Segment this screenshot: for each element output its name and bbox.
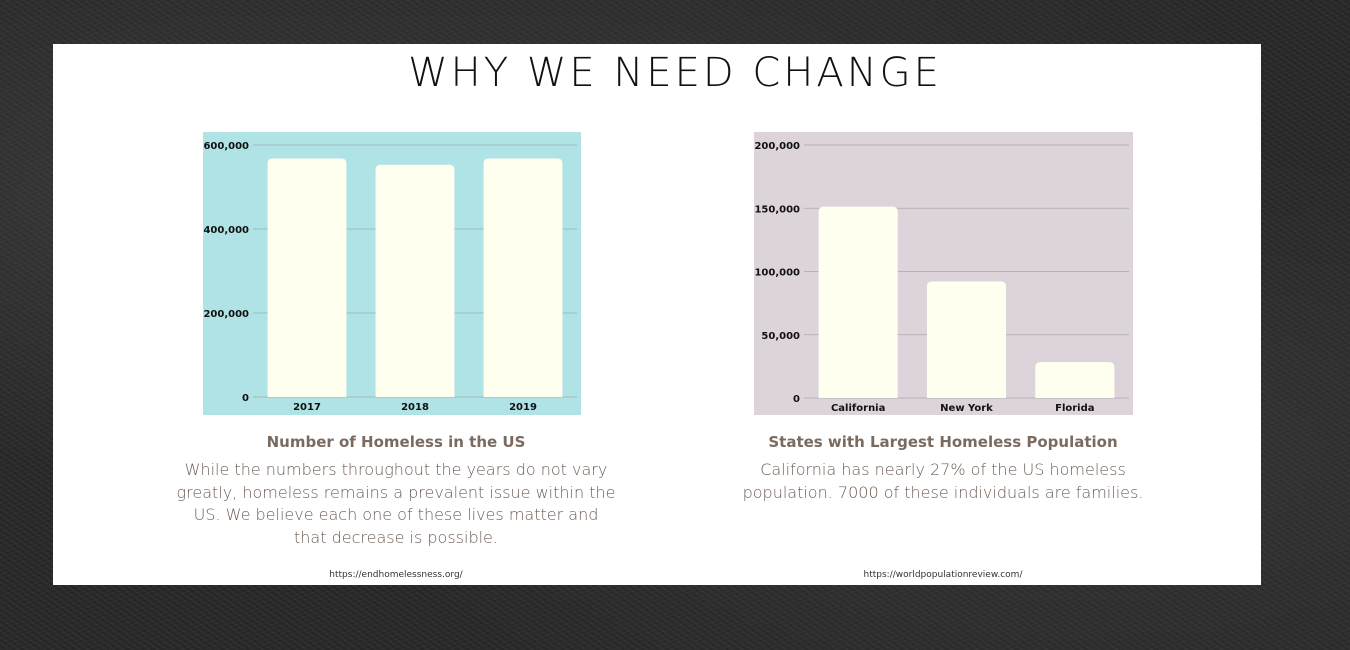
homeless-us-chart: 0 200,000 400,000 600,000 2017 2018 2019 — [203, 132, 581, 415]
states-homeless-y-tick-label: 50,000 — [761, 331, 800, 342]
homeless-us-bar — [375, 164, 455, 397]
states-homeless-y-tick-label: 150,000 — [754, 204, 800, 215]
homeless-us-chart-title: Number of Homeless in the US — [266, 433, 526, 451]
states-homeless-bar — [926, 281, 1007, 398]
homeless-us-y-tick-label: 0 — [242, 393, 249, 404]
homeless-us-chart-svg: 0 200,000 400,000 600,000 2017 2018 2019 — [203, 132, 581, 415]
homeless-us-source-link[interactable]: https://endhomelessness.org/ — [329, 570, 463, 580]
states-homeless-bar — [1035, 362, 1115, 398]
states-homeless-x-tick-label: New York — [940, 403, 993, 414]
states-homeless-x-tick-label: Florida — [1055, 403, 1094, 414]
states-homeless-x-tick-label: California — [831, 403, 885, 414]
homeless-us-x-tick-label: 2018 — [401, 402, 429, 413]
states-homeless-bar — [818, 206, 898, 398]
states-homeless-chart: 0 50,000 100,000 150,000 200,000 California Ne… — [754, 132, 1133, 415]
homeless-us-x-tick-label: 2019 — [509, 402, 537, 413]
homeless-us-x-tick-label: 2017 — [293, 402, 321, 413]
states-homeless-y-tick-label: 0 — [793, 394, 800, 405]
homeless-us-y-tick-label: 600,000 — [203, 141, 249, 152]
states-homeless-source-link[interactable]: https://worldpopulationreview.com/ — [863, 570, 1023, 580]
states-homeless-chart-svg: 0 50,000 100,000 150,000 200,000 California Ne… — [754, 132, 1133, 415]
homeless-us-description: While the numbers throughout the years d… — [176, 460, 616, 547]
states-homeless-y-tick-label: 100,000 — [754, 268, 800, 279]
homeless-us-bar — [267, 158, 347, 397]
page-title: WHY WE NEED CHANGE — [408, 50, 942, 96]
homeless-us-y-tick-label: 400,000 — [203, 225, 249, 236]
states-homeless-description: California has nearly 27% of the US home… — [742, 460, 1144, 502]
homeless-us-y-tick-label: 200,000 — [203, 309, 249, 320]
states-homeless-y-tick-label: 200,000 — [754, 141, 800, 152]
states-homeless-chart-title: States with Largest Homeless Population — [768, 433, 1118, 451]
homeless-us-bar — [483, 158, 563, 397]
